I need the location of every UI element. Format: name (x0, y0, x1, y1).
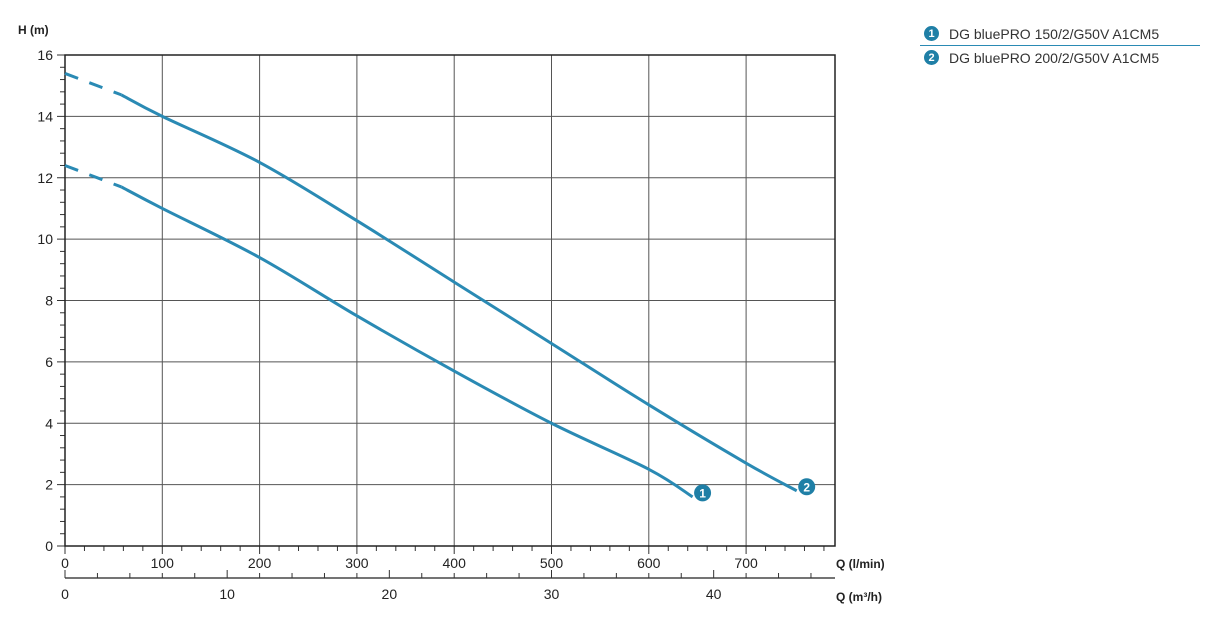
y-tick-label: 10 (37, 231, 53, 247)
x-tick-label: 700 (734, 555, 758, 571)
x-tick-label: 400 (443, 555, 467, 571)
x-tick-label: 300 (345, 555, 369, 571)
legend: 1 DG bluePRO 150/2/G50V A1CM5 2 DG blueP… (920, 22, 1200, 69)
y-tick-label: 8 (45, 293, 53, 309)
y-tick-label: 6 (45, 354, 53, 370)
series-1-badge-icon (694, 484, 712, 502)
y-axis-label: H (m) (18, 23, 49, 37)
y-tick-label: 0 (45, 538, 53, 554)
series-1-badge-icon: 1 (924, 26, 939, 41)
x-tick-label: 0 (61, 555, 69, 571)
series-1-badge-label: 1 (699, 486, 706, 500)
x-tick-label: 200 (248, 555, 272, 571)
x-tick-labels: 0 100 200 300 400 500 600 700 (61, 555, 758, 571)
x2-tick-label: 10 (219, 586, 235, 602)
y-tick-label: 2 (45, 477, 53, 493)
series-2-dashed-extrapolation (64, 72, 122, 97)
y-tick-label: 14 (37, 108, 53, 124)
x2-tick-label: 40 (706, 586, 722, 602)
series-2-badge-label: 2 (803, 480, 810, 494)
series-2-badge-icon: 2 (924, 50, 939, 65)
series-1-dashed-extrapolation (64, 164, 122, 189)
y-tick-label: 4 (45, 415, 53, 431)
x-axis-label: Q (l/min) (836, 557, 885, 571)
chart-grid (65, 55, 835, 546)
x-tick-label: 600 (637, 555, 661, 571)
x2-tick-label: 30 (544, 586, 560, 602)
y-tick-labels: 0 2 4 6 8 10 12 14 16 (37, 47, 53, 554)
secondary-x-axis: 0 10 20 30 40 (61, 570, 835, 602)
plot-frame (64, 54, 836, 547)
x2-tick-label: 20 (382, 586, 398, 602)
x-tick-label: 100 (151, 555, 175, 571)
y-tick-label: 16 (37, 47, 53, 63)
series-2-line (120, 93, 798, 493)
legend-label-2: DG bluePRO 200/2/G50V A1CM5 (949, 49, 1160, 66)
x2-tick-label: 0 (61, 586, 69, 602)
x2-axis-label: Q (m³/h) (836, 590, 882, 604)
x-tick-label: 500 (540, 555, 564, 571)
y-tick-label: 12 (37, 170, 53, 186)
axis-minor-ticks (57, 54, 825, 554)
legend-item-2: 2 DG bluePRO 200/2/G50V A1CM5 (920, 46, 1200, 69)
legend-label-1: DG bluePRO 150/2/G50V A1CM5 (949, 25, 1160, 42)
series-1-line (120, 185, 694, 499)
legend-item-1: 1 DG bluePRO 150/2/G50V A1CM5 (920, 22, 1200, 46)
series-2-badge-icon (798, 478, 816, 496)
